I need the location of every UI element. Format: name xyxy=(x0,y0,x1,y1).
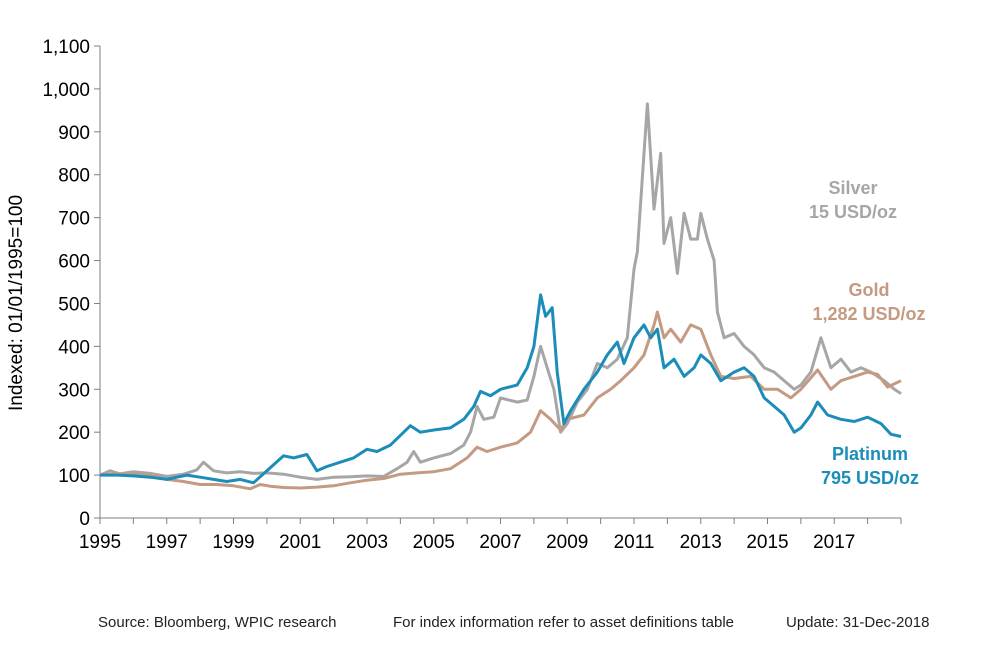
x-tick-label: 2009 xyxy=(546,532,588,553)
index-info-note: For index information refer to asset def… xyxy=(393,614,735,631)
y-tick-label: 100 xyxy=(58,466,90,487)
y-tick-label: 900 xyxy=(58,123,90,144)
x-axis: 1995 1997 1999 2001 2003 2005 2007 2009 2011 2013… xyxy=(79,517,902,553)
series-lines xyxy=(99,102,902,491)
series-label-silver: Silver 15 USD/oz xyxy=(809,178,897,222)
y-tick-label: 500 xyxy=(58,294,90,315)
x-tick-label: 1997 xyxy=(146,532,188,553)
y-axis: 0 100 200 300 400 500 600 700 800 900 1,000 1,100 xyxy=(42,37,101,530)
y-tick-label: 1,100 xyxy=(42,37,90,58)
x-tick-label: 2015 xyxy=(746,532,788,553)
y-tick-label: 0 xyxy=(79,509,90,530)
series-labels: Silver 15 USD/oz Gold 1,282 USD/oz Platinum 7… xyxy=(809,178,926,488)
y-axis-title: Indexed: 01/01/1995=100 xyxy=(6,195,27,411)
source-note: Source: Bloomberg, WPIC research xyxy=(98,614,337,631)
y-tick-label: 800 xyxy=(58,166,90,187)
series-label-gold: Gold 1,282 USD/oz xyxy=(812,280,925,324)
x-tick-label: 2005 xyxy=(413,532,455,553)
series-label-platinum: Platinum 795 USD/oz xyxy=(821,444,919,488)
x-tick-label: 2003 xyxy=(346,532,388,553)
x-tick-label: 2001 xyxy=(279,532,321,553)
x-tick-label: 2013 xyxy=(680,532,722,553)
x-tick-label: 2011 xyxy=(614,532,655,553)
x-tick-label: 1999 xyxy=(212,532,254,553)
series-line-gold xyxy=(99,310,902,491)
y-tick-label: 600 xyxy=(58,252,90,273)
y-tick-label: 1,000 xyxy=(42,80,90,101)
y-tick-label: 400 xyxy=(58,337,90,358)
x-tick-label: 1995 xyxy=(79,532,121,553)
y-tick-label: 300 xyxy=(58,380,90,401)
y-tick-label: 200 xyxy=(58,423,90,444)
update-date: Update: 31-Dec-2018 xyxy=(786,614,930,631)
y-tick-label: 700 xyxy=(58,209,90,230)
series-line-platinum xyxy=(100,293,902,485)
x-tick-label: 2007 xyxy=(479,532,521,553)
series-line-silver xyxy=(99,102,902,481)
x-tick-label: 2017 xyxy=(813,532,855,553)
